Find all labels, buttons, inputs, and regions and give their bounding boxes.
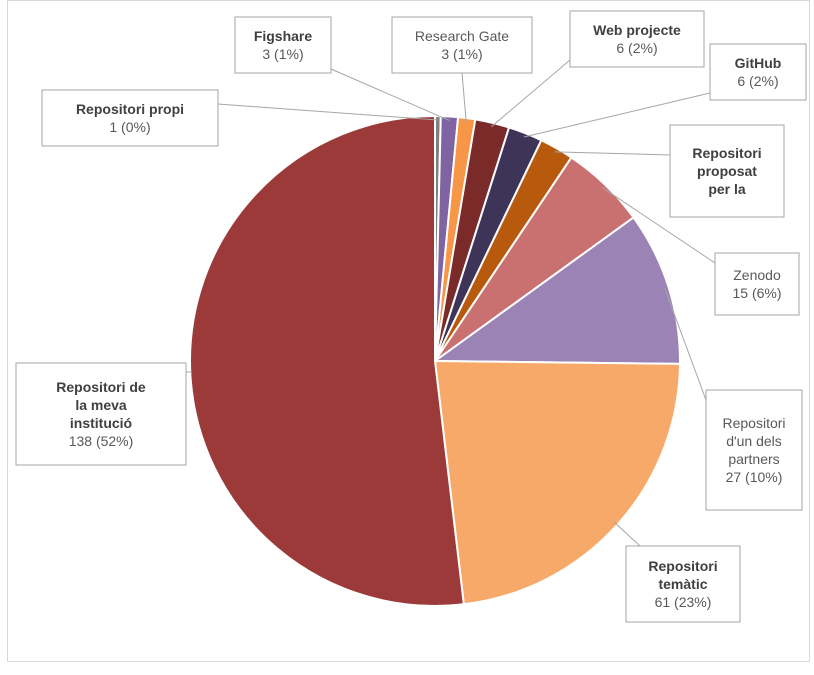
data-label-box [709,43,807,101]
data-label-value: 1 (0%) [109,119,150,135]
data-label-value: 61 (23%) [655,594,712,610]
data-label-name: la meva [75,397,127,413]
data-label-name: d'un dels [726,433,782,449]
leader-line-figshare [330,68,450,121]
data-label-box [234,16,332,74]
data-label-name: Repositori [692,145,761,161]
data-label-value: 3 (1%) [441,46,482,62]
data-label-institucio: Repositori de la meva institució 138 (52%) [15,362,187,466]
pie-slice-partners [431,216,681,365]
data-label-repositori-propi: Repositori propi 1 (0%) [41,89,219,147]
data-label-box [705,389,803,511]
data-label-box [41,89,219,147]
data-label-name: Repositori [648,558,717,574]
data-label-name: Repositori propi [76,101,184,117]
pie-slice-institucio [189,114,465,607]
data-label-partners: Repositori d'un dels partners 27 (10%) [705,389,803,511]
leader-line-partners [664,287,707,401]
data-label-name: Web projecte [593,22,681,38]
leader-line-tematic [613,521,641,547]
data-label-web-projecte: Web projecte 6 (2%) [569,10,705,68]
data-label-value: 6 (2%) [737,73,778,89]
data-label-name: proposat [697,163,757,179]
leader-line-proposat [554,151,671,156]
leader-line-repositori-propi [217,103,438,121]
leader-line-research-gate [461,72,467,123]
data-label-figshare: Figshare 3 (1%) [234,16,332,74]
data-label-name: GitHub [735,55,782,71]
leader-lines [186,59,716,547]
data-label-value: 15 (6%) [732,285,781,301]
data-label-name: Zenodo [733,267,781,283]
data-label-name: Figshare [254,28,313,44]
data-label-name: temàtic [658,576,707,592]
data-label-box [714,252,800,316]
leader-line-web-projecte [491,59,571,128]
data-label-tematic: Repositori temàtic 61 (23%) [625,545,741,623]
data-label-proposat: Repositori proposat per la [669,124,785,218]
leader-line-github [523,92,711,138]
data-label-zenodo: Zenodo 15 (6%) [714,252,800,316]
data-label-name: Research Gate [415,28,509,44]
data-label-github: GitHub 6 (2%) [709,43,807,101]
data-label-value: 138 (52%) [69,433,134,449]
data-label-name: partners [728,451,779,467]
data-label-value: 6 (2%) [616,40,657,56]
data-label-box [669,124,785,218]
data-label-box [625,545,741,623]
data-label-name: institució [70,415,132,431]
data-label-name: per la [708,181,746,197]
data-label-value: 3 (1%) [262,46,303,62]
data-label-name: Repositori de [56,379,146,395]
pie-slices [189,114,681,607]
data-label-name: Repositori [722,415,785,431]
data-label-box [391,16,533,74]
data-label-research-gate: Research Gate 3 (1%) [391,16,533,74]
data-label-value: 27 (10%) [726,469,783,485]
data-label-box [569,10,705,68]
data-label-box [15,362,187,466]
leader-line-zenodo [602,187,716,264]
